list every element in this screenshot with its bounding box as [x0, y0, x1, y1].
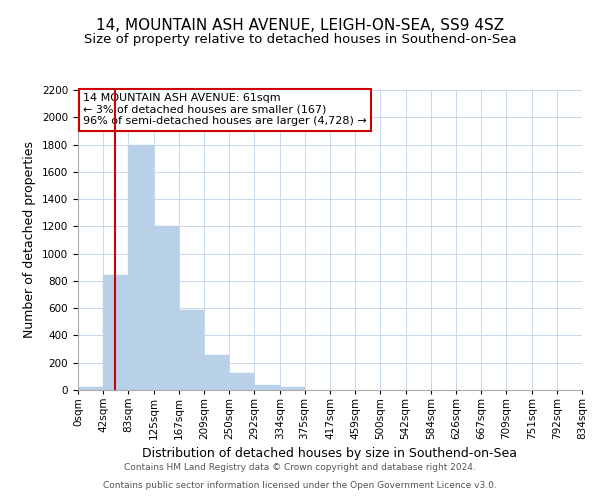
Bar: [154, 226, 179, 390]
Bar: [254, 384, 280, 390]
Bar: [179, 310, 205, 390]
Bar: [280, 388, 305, 390]
Text: 14 MOUNTAIN ASH AVENUE: 61sqm
← 3% of detached houses are smaller (167)
96% of s: 14 MOUNTAIN ASH AVENUE: 61sqm ← 3% of de…: [83, 93, 367, 126]
Text: 14, MOUNTAIN ASH AVENUE, LEIGH-ON-SEA, SS9 4SZ: 14, MOUNTAIN ASH AVENUE, LEIGH-ON-SEA, S…: [96, 18, 504, 32]
X-axis label: Distribution of detached houses by size in Southend-on-Sea: Distribution of detached houses by size …: [143, 448, 517, 460]
Bar: [229, 373, 254, 390]
Bar: [205, 355, 229, 390]
Bar: [78, 388, 103, 390]
Y-axis label: Number of detached properties: Number of detached properties: [23, 142, 37, 338]
Text: Contains HM Land Registry data © Crown copyright and database right 2024.: Contains HM Land Registry data © Crown c…: [124, 464, 476, 472]
Text: Size of property relative to detached houses in Southend-on-Sea: Size of property relative to detached ho…: [83, 32, 517, 46]
Bar: [128, 144, 154, 390]
Bar: [103, 276, 128, 390]
Text: Contains public sector information licensed under the Open Government Licence v3: Contains public sector information licen…: [103, 481, 497, 490]
